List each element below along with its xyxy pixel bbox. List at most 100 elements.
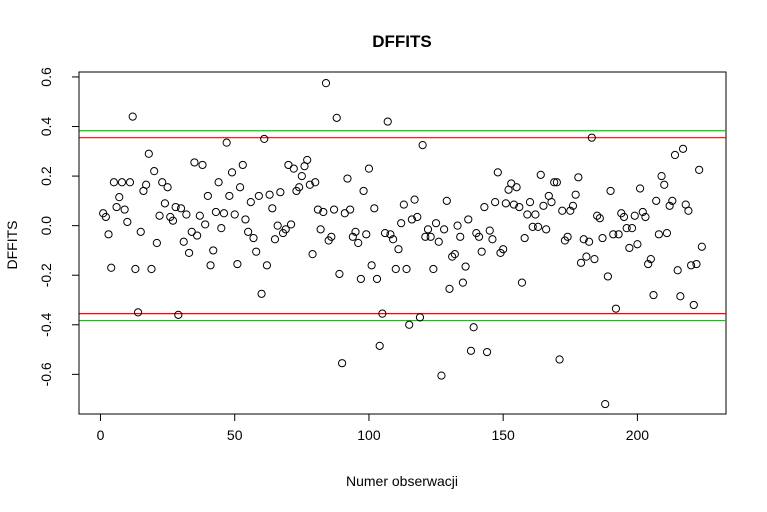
data-point <box>187 227 196 236</box>
data-point <box>316 225 325 234</box>
data-point <box>499 245 508 254</box>
data-point <box>638 207 647 217</box>
data-point <box>144 149 153 158</box>
data-point <box>128 112 137 121</box>
data-point <box>413 212 422 222</box>
data-point <box>692 259 701 269</box>
data-point <box>131 264 140 274</box>
data-point <box>241 215 250 224</box>
data-point <box>660 180 669 189</box>
data-point <box>461 262 470 271</box>
data-point <box>622 224 631 233</box>
data-point <box>150 167 159 176</box>
data-point <box>109 178 119 187</box>
data-point <box>230 210 239 219</box>
data-point <box>630 211 639 220</box>
data-point <box>252 247 261 256</box>
data-point <box>222 138 231 147</box>
data-point <box>576 258 586 267</box>
data-point <box>340 209 349 218</box>
data-point <box>321 79 331 88</box>
data-point <box>421 232 430 241</box>
data-point <box>509 200 519 209</box>
y-tick-label: 0.4 <box>38 117 54 137</box>
data-point <box>633 240 642 249</box>
data-point <box>445 284 454 293</box>
data-point <box>209 246 218 255</box>
data-point <box>123 217 132 227</box>
data-point <box>308 250 317 259</box>
y-axis-label: DFFITS <box>4 221 20 270</box>
data-point <box>397 219 406 228</box>
data-point <box>265 190 274 199</box>
data-point <box>590 255 599 264</box>
data-point <box>448 252 457 261</box>
data-point <box>437 371 446 380</box>
data-point <box>160 199 170 208</box>
data-point <box>598 233 607 243</box>
data-point <box>686 261 696 270</box>
data-point <box>606 186 615 196</box>
data-point <box>670 150 680 160</box>
data-point <box>359 186 368 196</box>
data-point <box>614 230 623 239</box>
data-point <box>303 155 312 165</box>
data-point <box>477 247 486 256</box>
data-point <box>262 261 272 270</box>
data-point <box>182 210 191 219</box>
data-point <box>593 211 602 220</box>
data-point <box>193 231 202 240</box>
y-tick-label: 0.6 <box>38 67 54 87</box>
data-point <box>399 200 408 209</box>
data-point <box>574 173 583 182</box>
x-tick-label: 150 <box>491 427 515 443</box>
data-point <box>542 225 551 234</box>
x-tick-label: 200 <box>626 427 650 443</box>
data-point <box>337 359 347 368</box>
data-point <box>257 289 266 298</box>
data-point <box>609 230 618 239</box>
data-point <box>329 205 339 214</box>
data-point <box>627 224 637 233</box>
data-point <box>219 209 229 218</box>
data-point <box>644 259 653 269</box>
data-point <box>372 274 382 284</box>
data-point <box>515 202 524 212</box>
data-point <box>566 206 575 215</box>
data-point <box>410 195 419 204</box>
data-point <box>380 228 390 238</box>
data-point <box>133 308 143 317</box>
x-tick-label: 0 <box>97 427 105 443</box>
data-point <box>684 206 693 215</box>
data-point <box>697 242 706 251</box>
data-point <box>289 164 298 173</box>
data-point <box>440 225 449 234</box>
data-point <box>206 261 215 270</box>
data-point <box>458 278 468 287</box>
data-point <box>147 264 156 274</box>
data-point <box>348 232 357 241</box>
data-point <box>136 227 145 236</box>
data-point <box>635 184 645 193</box>
x-axis: 0 50 100 150 200 <box>97 413 650 443</box>
data-point <box>168 216 178 225</box>
data-point <box>214 178 223 187</box>
chart-title: DFFITS <box>372 32 432 51</box>
data-point <box>474 232 484 241</box>
data-point <box>174 310 183 319</box>
data-point <box>673 266 682 275</box>
data-point <box>429 264 438 274</box>
data-point <box>407 215 416 224</box>
data-point <box>244 227 253 236</box>
data-point <box>469 323 478 332</box>
reference-lines <box>79 130 726 322</box>
data-point <box>582 252 591 261</box>
data-point <box>332 113 341 122</box>
data-point <box>520 233 529 243</box>
data-point <box>426 232 435 241</box>
data-point <box>584 237 594 246</box>
data-point <box>383 117 392 126</box>
x-tick-label: 100 <box>357 427 381 443</box>
